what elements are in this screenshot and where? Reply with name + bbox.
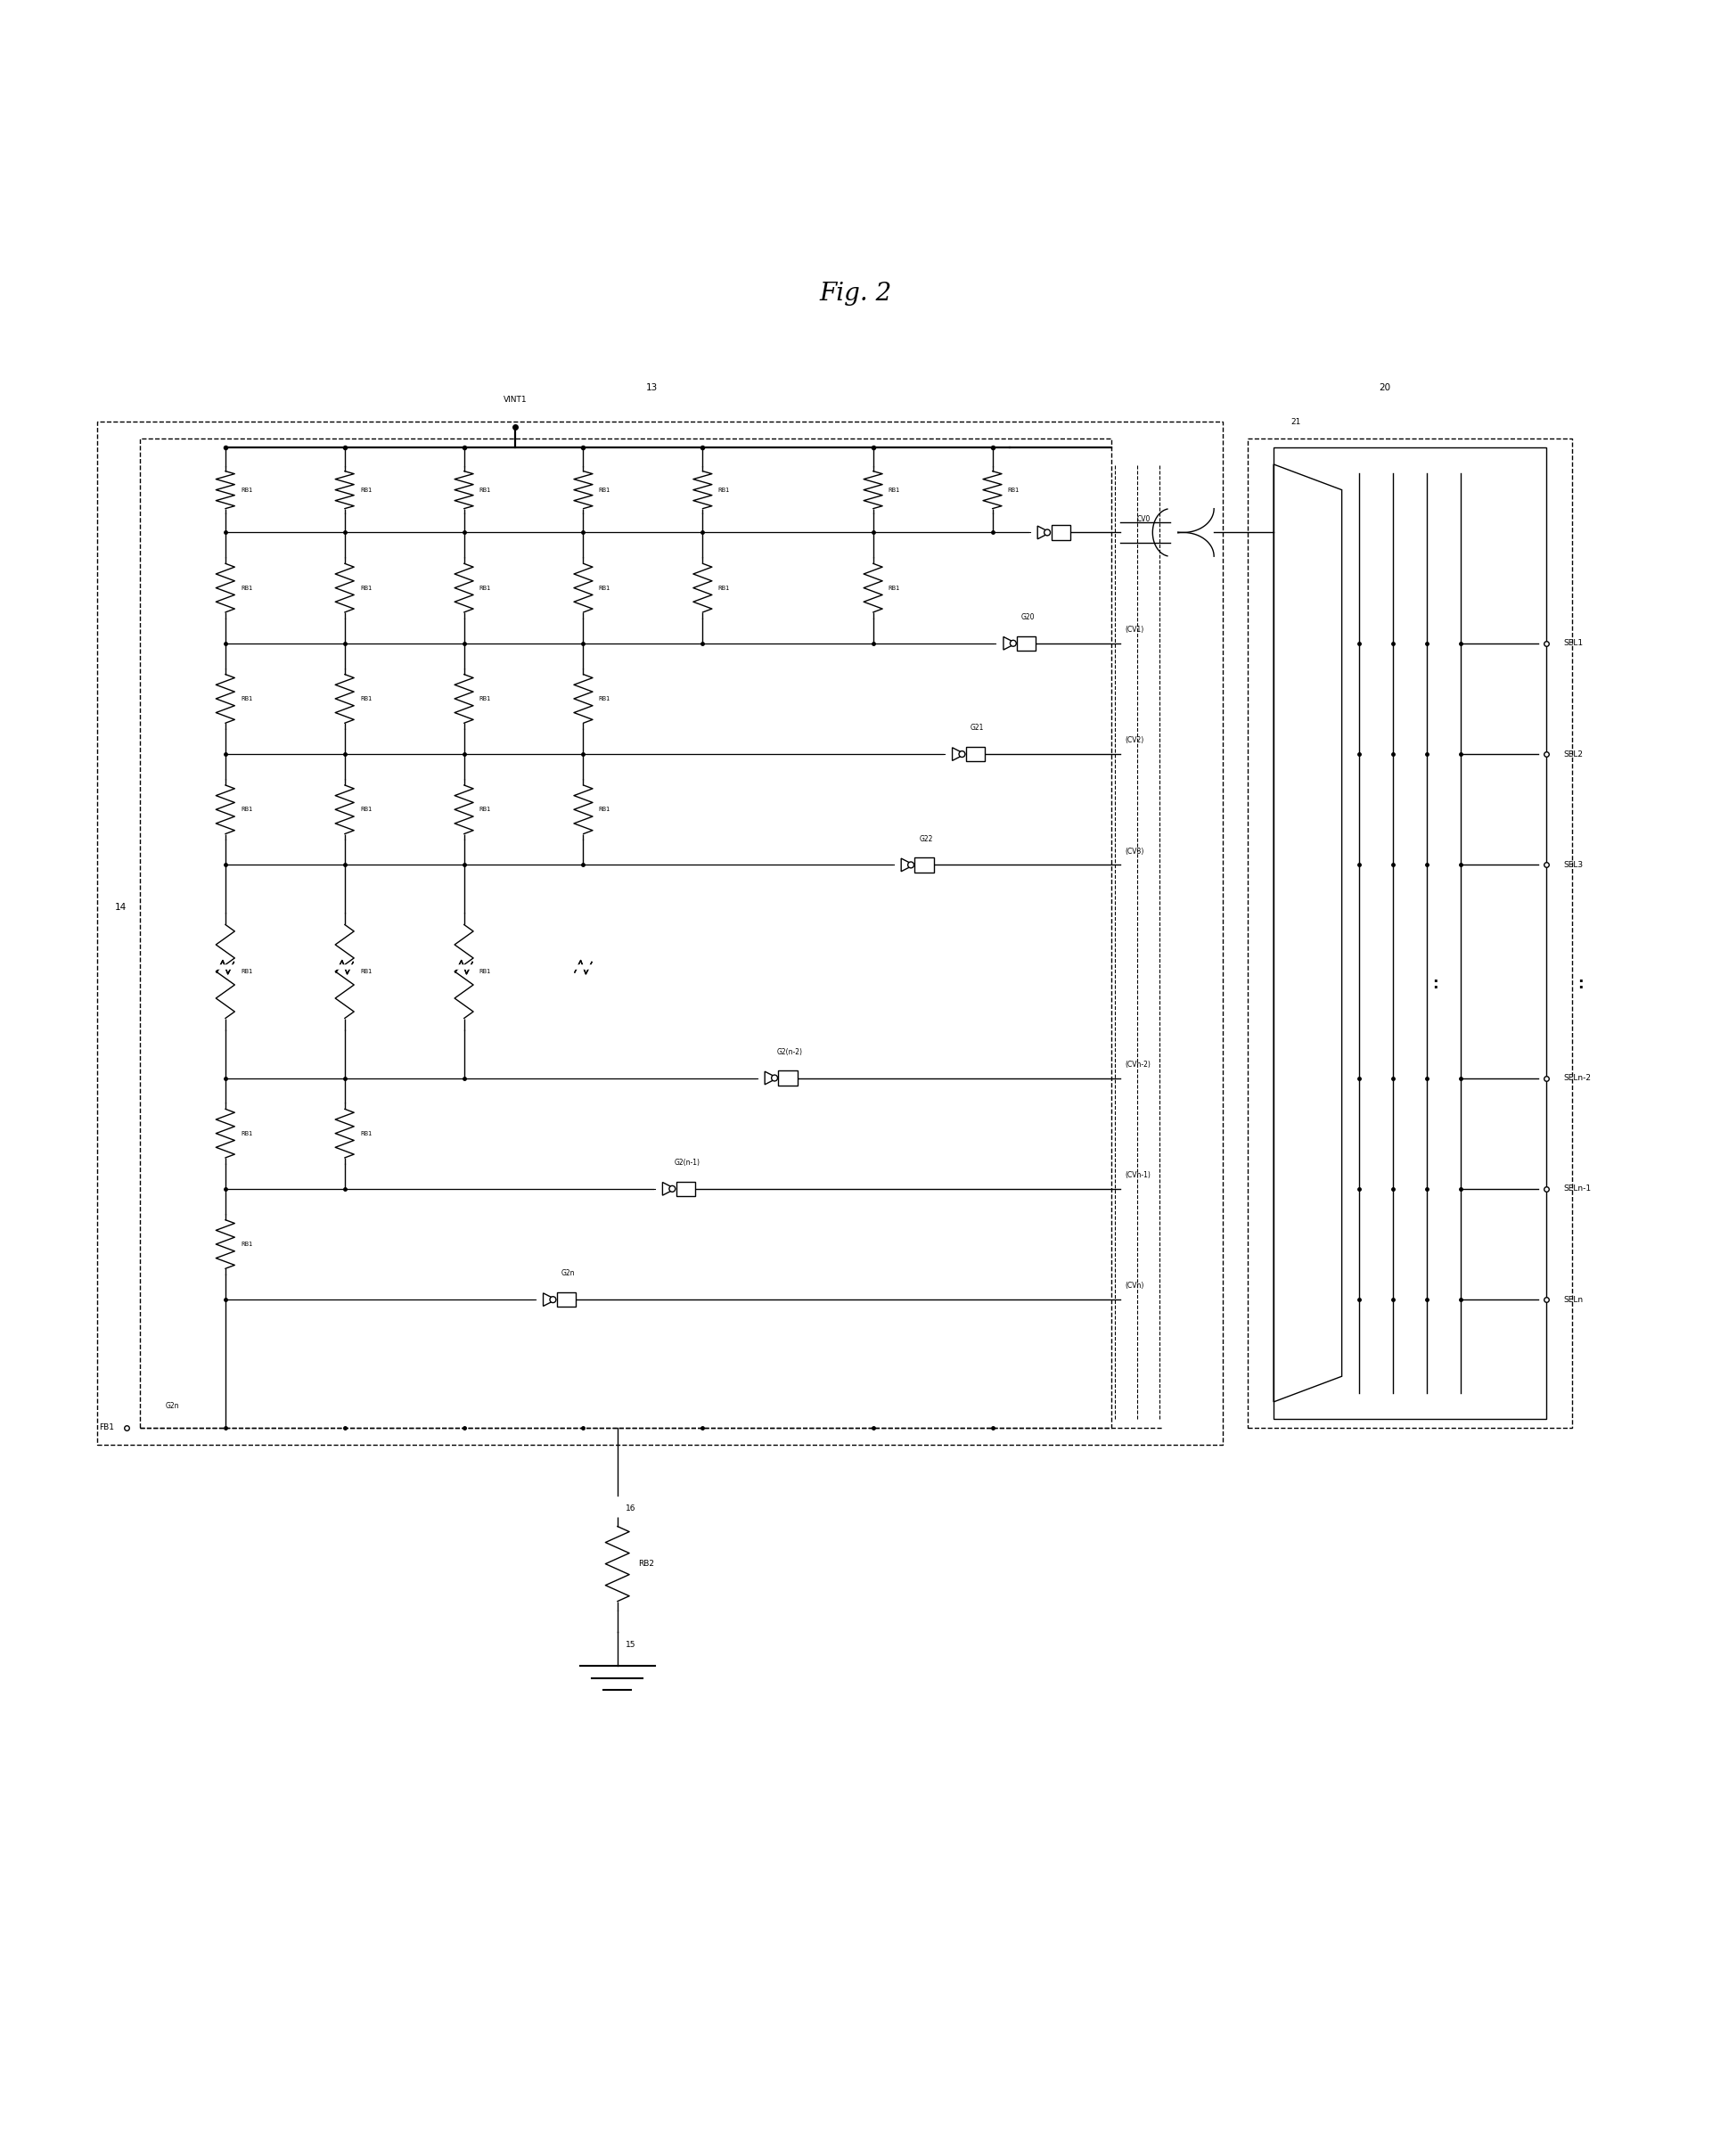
Text: VINT1: VINT1	[503, 395, 527, 403]
Bar	[1051, 526, 1070, 539]
Circle shape	[669, 1186, 675, 1192]
Circle shape	[907, 862, 914, 869]
Text: RB1: RB1	[360, 584, 372, 591]
Text: G2n: G2n	[166, 1401, 180, 1410]
Text: (CV3): (CV3)	[1125, 847, 1144, 856]
Bar	[779, 1072, 798, 1084]
Polygon shape	[901, 858, 914, 871]
Polygon shape	[952, 748, 966, 761]
Text: SEL2: SEL2	[1563, 750, 1584, 759]
Text: SEL1: SEL1	[1563, 640, 1584, 647]
Text: G21: G21	[971, 724, 984, 731]
Text: (CVn-1): (CVn-1)	[1125, 1171, 1150, 1179]
Text: 20: 20	[1378, 384, 1390, 392]
Text: RB1: RB1	[360, 968, 372, 975]
Text: 15: 15	[627, 1641, 637, 1649]
Text: Fig. 2: Fig. 2	[820, 282, 892, 306]
Text: SELn: SELn	[1563, 1296, 1584, 1304]
Text: RB1: RB1	[241, 696, 252, 701]
Text: RB1: RB1	[360, 1130, 372, 1136]
Text: RB1: RB1	[241, 584, 252, 591]
Bar	[914, 858, 933, 873]
Polygon shape	[663, 1181, 675, 1194]
Text: :: :	[1433, 977, 1438, 992]
Text: RB1: RB1	[479, 487, 491, 492]
Text: RB2: RB2	[639, 1559, 654, 1567]
Text: RB1: RB1	[717, 584, 729, 591]
Text: :: :	[1577, 977, 1584, 992]
Text: RB1: RB1	[360, 806, 372, 813]
Text: RB1: RB1	[889, 584, 901, 591]
Circle shape	[1010, 640, 1017, 647]
Text: G22: G22	[919, 834, 933, 843]
Text: (CV2): (CV2)	[1125, 737, 1144, 744]
Text: 14: 14	[115, 903, 127, 912]
Text: RB1: RB1	[889, 487, 901, 492]
Text: RB1: RB1	[360, 696, 372, 701]
Text: SELn-2: SELn-2	[1563, 1074, 1590, 1082]
Text: CV0: CV0	[1137, 515, 1150, 524]
Polygon shape	[765, 1072, 777, 1084]
Text: RB1: RB1	[717, 487, 729, 492]
Circle shape	[550, 1296, 556, 1302]
Text: RB1: RB1	[599, 806, 611, 813]
Text: (CVn-2): (CVn-2)	[1125, 1061, 1150, 1069]
Text: G20: G20	[1022, 612, 1036, 621]
Text: RB1: RB1	[241, 968, 252, 975]
Text: SEL3: SEL3	[1563, 860, 1584, 869]
Text: RB1: RB1	[599, 584, 611, 591]
Text: RB1: RB1	[479, 696, 491, 701]
Text: RB1: RB1	[241, 806, 252, 813]
Circle shape	[959, 750, 966, 757]
Text: RB1: RB1	[479, 968, 491, 975]
Text: G2n: G2n	[562, 1270, 575, 1279]
Text: RB1: RB1	[360, 487, 372, 492]
Text: 13: 13	[645, 384, 657, 392]
Text: (CV1): (CV1)	[1125, 625, 1144, 634]
Bar	[556, 1291, 575, 1307]
Bar	[966, 746, 984, 761]
Text: FB1: FB1	[99, 1423, 115, 1432]
Text: 16: 16	[627, 1505, 637, 1511]
Text: RB1: RB1	[241, 487, 252, 492]
Text: G2(n-1): G2(n-1)	[675, 1158, 700, 1166]
Text: SELn-1: SELn-1	[1563, 1186, 1590, 1192]
Text: G2(n-2): G2(n-2)	[777, 1048, 803, 1056]
Circle shape	[772, 1076, 777, 1080]
Polygon shape	[1037, 526, 1051, 539]
Text: RB1: RB1	[241, 1130, 252, 1136]
Polygon shape	[1003, 636, 1017, 649]
Bar	[1017, 636, 1036, 651]
Text: RB1: RB1	[479, 584, 491, 591]
Text: (CVn): (CVn)	[1125, 1283, 1144, 1289]
Text: RB1: RB1	[599, 487, 611, 492]
Text: RB1: RB1	[479, 806, 491, 813]
Circle shape	[1044, 530, 1051, 535]
Text: 21: 21	[1291, 418, 1301, 425]
Text: RB1: RB1	[1008, 487, 1020, 492]
Text: RB1: RB1	[241, 1242, 252, 1246]
Bar	[676, 1181, 695, 1197]
Polygon shape	[543, 1294, 556, 1307]
Text: RB1: RB1	[599, 696, 611, 701]
